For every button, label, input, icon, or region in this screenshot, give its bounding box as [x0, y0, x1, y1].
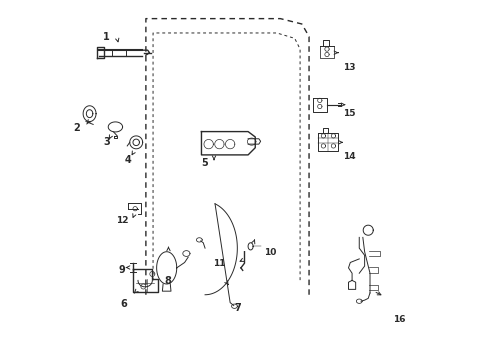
Text: 15: 15 [343, 109, 355, 118]
Text: 10: 10 [264, 248, 276, 257]
Text: 16: 16 [393, 315, 405, 324]
Text: 1: 1 [103, 32, 110, 41]
Text: 7: 7 [233, 303, 240, 313]
Text: 12: 12 [115, 216, 128, 225]
Text: 6: 6 [121, 300, 127, 310]
Text: 5: 5 [201, 158, 208, 168]
Text: 8: 8 [163, 276, 170, 286]
Text: 9: 9 [118, 265, 125, 275]
Text: 4: 4 [124, 154, 131, 165]
Text: 14: 14 [343, 152, 355, 161]
Text: 3: 3 [103, 137, 110, 147]
Text: 11: 11 [213, 259, 225, 268]
Text: 13: 13 [343, 63, 355, 72]
Text: 2: 2 [74, 123, 80, 133]
